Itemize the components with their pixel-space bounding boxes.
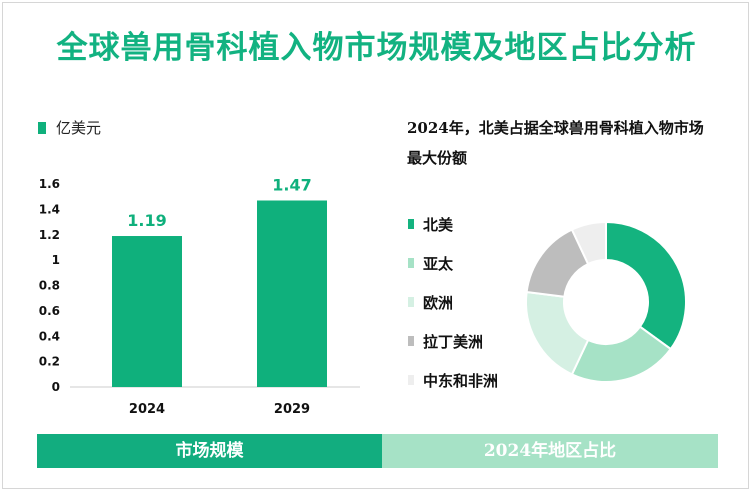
y-tick-label: 1 [52,253,60,267]
legend-item: 亚太 [408,253,498,273]
footer-region-share: 2024年地区占比 [382,434,718,468]
legend-label: 北美 [423,215,454,234]
donut-slice [525,290,590,376]
y-tick-label: 0.2 [39,355,60,369]
y-tick-label: 0.8 [39,279,60,293]
legend-label: 拉丁美洲 [423,332,484,351]
y-tick-label: 1.4 [39,202,60,216]
legend-label: 欧洲 [423,293,454,312]
unit-legend-label: 亿美元 [56,119,102,137]
footer-market-size: 市场规模 [37,434,382,468]
legend-swatch [408,375,414,385]
unit-legend-swatch [38,121,46,134]
legend-swatch [408,219,414,229]
x-category-label: 2029 [274,402,310,417]
legend-swatch [408,336,414,346]
chart-frame [2,2,749,489]
legend-label: 亚太 [423,254,454,273]
donut-slice [570,222,607,266]
x-category-label: 2024 [129,402,165,417]
legend-item: 欧洲 [408,292,498,312]
y-tick-label: 1.2 [39,228,60,242]
legend-swatch [408,258,414,268]
page-title: 全球兽用骨科植入物市场规模及地区占比分析 [56,30,697,66]
y-tick-label: 0 [52,380,60,394]
legend-item: 拉丁美洲 [408,331,498,351]
y-tick-label: 0.6 [39,304,60,318]
unit-legend: 亿美元 [38,117,101,138]
y-tick-label: 0.4 [39,329,60,343]
donut-chart [525,222,687,383]
y-tick-label: 1.6 [39,177,60,191]
bar-data-label: 1.47 [272,175,311,194]
bar [112,236,182,387]
bar-data-label: 1.19 [127,211,166,230]
legend-item: 中东和非洲 [408,370,498,390]
legend-item: 北美 [408,214,498,234]
bar-chart: 0 0.2 0.4 0.6 0.8 1 1.2 1.4 1.6 1.19 2024 1.47 2029 [39,175,360,417]
legend-label: 中东和非洲 [423,371,499,390]
bar [257,200,327,387]
pie-legend: 北美亚太欧洲拉丁美洲中东和非洲 [408,214,498,409]
legend-swatch [408,297,414,307]
donut-slice [605,222,687,351]
region-note: 2024年，北美占据全球兽用骨科植入物市场最大份额 [407,119,704,167]
